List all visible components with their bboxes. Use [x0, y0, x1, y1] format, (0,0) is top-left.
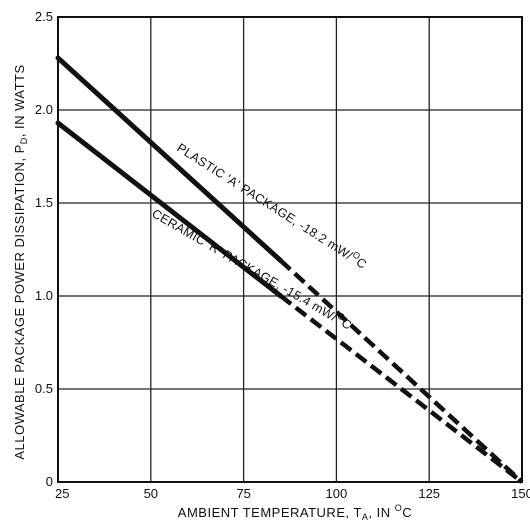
- series-lines: [55, 55, 524, 484]
- x-tick-label: 75: [236, 486, 250, 501]
- y-tick-label: 2.0: [35, 102, 53, 117]
- y-tick-label: 0: [46, 474, 53, 489]
- x-tick-labels: 25 50 75 100 125 150: [55, 486, 530, 501]
- plot-frame: [57, 16, 523, 483]
- grid-lines: [58, 17, 522, 482]
- y-tick-label: 0.5: [35, 381, 53, 396]
- x-tick-label: 125: [418, 486, 440, 501]
- x-axis-label: AMBIENT TEMPERATURE, TA, IN OC: [178, 503, 412, 522]
- y-tick-labels: 0 0.5 1.0 1.5 2.0 2.5: [35, 9, 53, 489]
- y-tick-label: 2.5: [35, 9, 53, 24]
- y-tick-label: 1.0: [35, 288, 53, 303]
- y-axis-label: ALLOWABLE PACKAGE POWER DISSIPATION, PD,…: [12, 64, 29, 459]
- series-1-solid-line: [55, 120, 284, 299]
- x-tick-label: 50: [144, 486, 158, 501]
- y-tick-label: 1.5: [35, 195, 53, 210]
- x-tick-label: 150: [511, 486, 530, 501]
- x-tick-label: 100: [326, 486, 348, 501]
- series-0-solid-line: [55, 55, 284, 264]
- series-1-dashed-line: [279, 294, 524, 484]
- x-tick-label: 25: [55, 486, 69, 501]
- series-0-dashed-line: [279, 259, 524, 484]
- ceramic-package-annotation: CERAMIC 'R' PACKAGE, -15.4 mW/OC: [150, 205, 356, 333]
